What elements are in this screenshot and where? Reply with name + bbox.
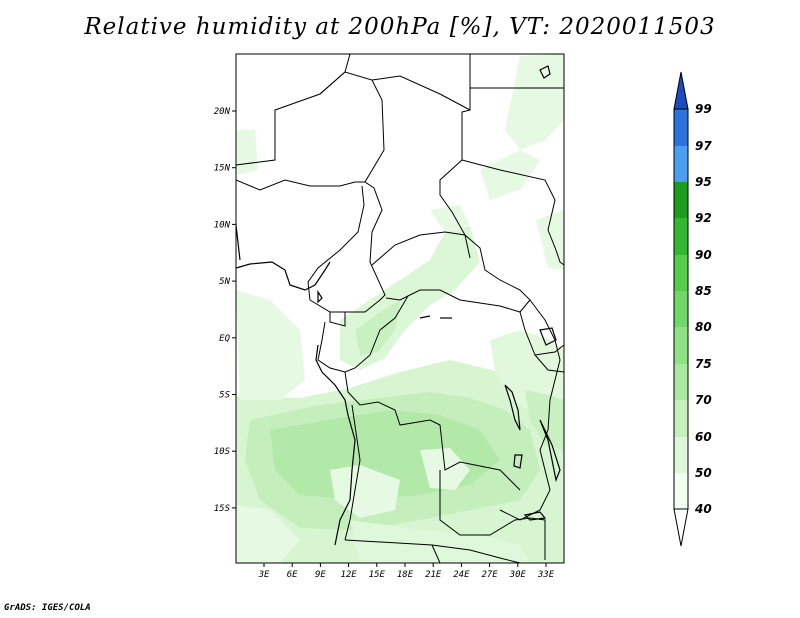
map-title: Relative humidity at 200hPa [%], VT: 202…: [84, 14, 716, 40]
lon-tick-label: 3E: [258, 570, 270, 580]
colorbar-swatch: [674, 327, 688, 364]
colorbar-label: 75: [695, 357, 712, 371]
lon-tick-label: 24E: [453, 570, 470, 580]
colorbar-swatch: [674, 146, 688, 182]
longitude-axis: 3E 6E 9E 12E 15E 18E 21E 24E 27E 30E 33E: [258, 563, 555, 580]
colorbar-label: 80: [695, 320, 712, 334]
colorbar-label: 60: [695, 430, 712, 444]
colorbar-swatch: [674, 255, 688, 291]
latitude-axis: 20N 15N 10N 5N EQ 5S 10S 15S: [214, 107, 236, 514]
lon-tick-label: 30E: [509, 570, 527, 580]
grads-credit: GrADS: IGES/COLA: [4, 603, 91, 613]
lat-tick-label: 15S: [214, 504, 231, 514]
lon-tick-label: 33E: [537, 570, 555, 580]
lat-tick-label: EQ: [219, 334, 230, 344]
lat-tick-label: 10N: [214, 220, 231, 230]
lat-tick-label: 10S: [214, 447, 231, 457]
colorbar-min-arrow: [673, 508, 689, 547]
lon-tick-label: 6E: [287, 570, 298, 580]
lon-tick-label: 12E: [340, 570, 357, 580]
country-borders: [236, 54, 564, 563]
lat-tick-label: 15N: [214, 164, 231, 174]
map-frame: [235, 53, 565, 564]
colorbar-label: 92: [695, 211, 712, 225]
colorbar-swatch: [674, 291, 688, 327]
lon-tick-label: 21E: [425, 570, 442, 580]
colorbar-outline: [673, 108, 689, 510]
colorbar-label: 50: [695, 466, 712, 480]
lat-tick-label: 5S: [219, 391, 230, 401]
colorbar-swatch: [674, 109, 688, 146]
lat-tick-label: 5N: [219, 277, 230, 287]
lat-tick-label: 20N: [214, 107, 231, 117]
colorbar-label: 95: [695, 175, 712, 189]
lon-tick-label: 18E: [397, 570, 414, 580]
colorbar-label: 70: [695, 393, 712, 407]
colorbar-label: 99: [695, 102, 712, 116]
colorbar-max-arrow: [673, 71, 689, 110]
colorbar-label: 40: [694, 502, 712, 516]
colorbar-swatch: [674, 364, 688, 400]
colorbar-swatch: [674, 437, 688, 473]
colorbar-swatch: [674, 218, 688, 255]
colorbar-label: 85: [695, 284, 712, 298]
colorbar-swatch: [674, 400, 688, 437]
colorbar-label: 97: [695, 139, 712, 153]
lon-tick-label: 15E: [369, 570, 386, 580]
colorbar-label: 90: [695, 248, 712, 262]
humidity-shading: [236, 54, 564, 563]
lon-tick-label: 9E: [315, 570, 326, 580]
colorbar: 40 50 60 70 75 80 85 90 92 95 97 99: [673, 71, 712, 547]
colorbar-swatch: [674, 182, 688, 218]
lon-tick-label: 27E: [481, 570, 498, 580]
colorbar-swatch: [674, 473, 688, 509]
